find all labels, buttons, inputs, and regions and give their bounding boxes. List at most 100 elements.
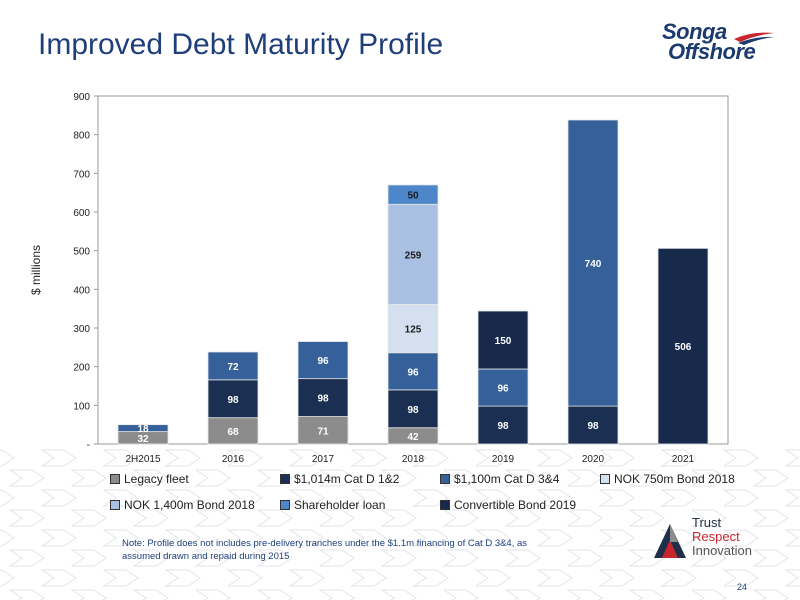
bg-chevron <box>442 549 479 567</box>
bg-chevron <box>318 469 355 487</box>
bg-chevron <box>288 489 325 507</box>
legend-swatch <box>110 500 120 510</box>
bar-segment <box>117 424 169 433</box>
bg-chevron <box>536 569 573 587</box>
bg-chevron <box>628 469 665 487</box>
bg-chevron <box>380 549 417 567</box>
bg-chevron <box>350 489 387 507</box>
bar-segment <box>207 417 259 445</box>
bg-chevron <box>504 469 541 487</box>
bg-chevron <box>660 489 697 507</box>
bg-chevron <box>722 449 759 467</box>
bg-chevron <box>598 449 635 467</box>
x-tick-label: 2018 <box>402 454 425 465</box>
bg-chevron <box>70 509 107 527</box>
bg-chevron <box>504 509 541 527</box>
bg-chevron <box>752 549 789 567</box>
legend-swatch <box>440 474 450 484</box>
bg-chevron <box>40 449 77 467</box>
bg-chevron <box>226 569 263 587</box>
legend-label: $1,014m Cat D 1&2 <box>294 472 400 486</box>
bg-chevron <box>8 549 45 567</box>
legend-item: $1,014m Cat D 1&2 <box>280 472 399 486</box>
bg-chevron <box>474 449 511 467</box>
bg-chevron <box>442 469 479 487</box>
bar-segment <box>387 184 439 205</box>
bg-chevron <box>566 469 603 487</box>
bg-chevron <box>598 489 635 507</box>
bar-segment <box>567 119 619 407</box>
bg-chevron <box>752 469 789 487</box>
bg-chevron <box>226 489 263 507</box>
bg-chevron <box>318 589 355 600</box>
bar-segment <box>477 368 529 407</box>
bg-chevron <box>256 509 293 527</box>
legend-item: Convertible Bond 2019 <box>440 498 576 512</box>
y-tick-label: 800 <box>73 131 90 142</box>
y-axis-label: $ millions <box>29 245 43 295</box>
bg-chevron <box>566 589 603 600</box>
bg-chevron <box>412 449 449 467</box>
legend-item: $1,100m Cat D 3&4 <box>440 472 559 486</box>
bg-chevron <box>132 589 169 600</box>
bg-chevron <box>288 449 325 467</box>
bg-chevron <box>132 549 169 567</box>
bar-segment <box>297 378 349 417</box>
bg-chevron <box>474 569 511 587</box>
bg-chevron <box>566 509 603 527</box>
bg-chevron <box>784 489 800 507</box>
legend-swatch <box>110 474 120 484</box>
data-label: 259 <box>405 250 422 261</box>
tagline-trust: Trust <box>692 515 722 530</box>
y-tick-label: 900 <box>73 92 90 103</box>
bar-segment <box>387 203 439 305</box>
bg-chevron <box>690 469 727 487</box>
data-label: 98 <box>317 394 329 405</box>
bg-chevron <box>504 589 541 600</box>
bg-chevron <box>536 489 573 507</box>
bg-chevron <box>380 509 417 527</box>
y-tick-label: 700 <box>73 169 90 180</box>
legend-swatch <box>440 500 450 510</box>
bg-chevron <box>226 529 263 547</box>
legend-label: $1,100m Cat D 3&4 <box>454 472 560 486</box>
bg-chevron <box>70 469 107 487</box>
data-label: 18 <box>137 424 149 435</box>
x-tick-label: 2019 <box>492 454 515 465</box>
bg-chevron <box>318 509 355 527</box>
data-label: 96 <box>317 356 329 367</box>
legend-label: Legacy fleet <box>124 472 189 486</box>
data-label: 42 <box>407 432 419 443</box>
bg-chevron <box>690 509 727 527</box>
bg-chevron <box>660 449 697 467</box>
bg-chevron <box>784 569 800 587</box>
data-label: 150 <box>495 336 512 347</box>
bg-chevron <box>380 469 417 487</box>
bg-chevron <box>256 549 293 567</box>
legend-item: Legacy fleet <box>110 472 189 486</box>
bg-chevron <box>504 549 541 567</box>
bg-chevron <box>628 509 665 527</box>
bg-chevron <box>194 509 231 527</box>
y-tick-label: 500 <box>73 247 90 258</box>
data-label: 96 <box>407 367 419 378</box>
y-tick-label: 200 <box>73 363 90 374</box>
bg-chevron <box>226 449 263 467</box>
data-label: 98 <box>227 395 239 406</box>
bg-chevron <box>132 469 169 487</box>
legend-label: Convertible Bond 2019 <box>454 498 577 512</box>
bg-chevron <box>132 509 169 527</box>
bg-chevron <box>784 449 800 467</box>
bg-chevron <box>164 569 201 587</box>
y-tick-label: 600 <box>73 208 90 219</box>
bg-chevron <box>752 589 789 600</box>
bg-chevron <box>598 569 635 587</box>
bar-segment <box>297 416 349 445</box>
bg-chevron <box>256 469 293 487</box>
data-label: 72 <box>227 362 239 373</box>
bg-chevron <box>102 529 139 547</box>
bg-chevron <box>474 489 511 507</box>
legend-swatch <box>600 474 610 484</box>
bg-chevron <box>690 589 727 600</box>
bg-chevron <box>412 529 449 547</box>
